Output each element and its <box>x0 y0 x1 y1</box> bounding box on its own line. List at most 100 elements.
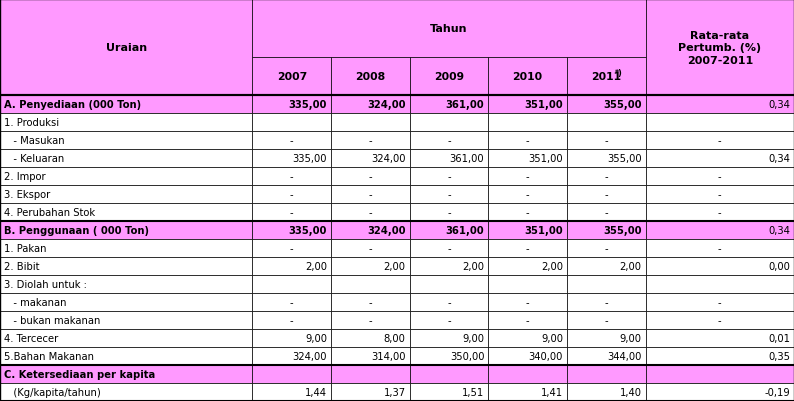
Text: -: - <box>447 298 451 308</box>
Bar <box>646 222 794 240</box>
Bar <box>646 186 794 204</box>
Text: -: - <box>604 172 608 182</box>
Bar <box>567 114 646 132</box>
Text: 4. Perubahan Stok: 4. Perubahan Stok <box>4 208 95 218</box>
Bar <box>488 58 567 96</box>
Bar <box>488 311 567 329</box>
Bar <box>646 257 794 275</box>
Text: 1,37: 1,37 <box>384 387 406 397</box>
Bar <box>252 294 331 311</box>
Bar <box>410 275 488 294</box>
Text: 335,00: 335,00 <box>289 100 327 110</box>
Bar <box>0 114 252 132</box>
Bar <box>410 132 488 150</box>
Bar <box>410 150 488 168</box>
Text: Rata-rata
Pertumb. (%)
2007-2011: Rata-rata Pertumb. (%) 2007-2011 <box>678 31 761 65</box>
Text: 355,00: 355,00 <box>603 100 642 110</box>
Bar <box>488 114 567 132</box>
Bar <box>331 347 410 365</box>
Bar <box>488 365 567 383</box>
Bar <box>488 257 567 275</box>
Text: C. Ketersediaan per kapita: C. Ketersediaan per kapita <box>4 369 156 379</box>
Bar <box>252 257 331 275</box>
Text: 2,00: 2,00 <box>541 261 563 271</box>
Bar <box>410 257 488 275</box>
Bar <box>331 311 410 329</box>
Text: -: - <box>290 172 294 182</box>
Bar <box>410 58 488 96</box>
Text: 3. Ekspor: 3. Ekspor <box>4 190 50 200</box>
Bar <box>331 96 410 114</box>
Bar <box>252 204 331 222</box>
Bar <box>252 240 331 257</box>
Bar <box>488 329 567 347</box>
Bar <box>567 58 646 96</box>
Bar <box>0 150 252 168</box>
Text: -: - <box>368 244 372 253</box>
Bar <box>0 347 252 365</box>
Bar <box>252 168 331 186</box>
Text: 0,00: 0,00 <box>768 261 790 271</box>
Bar <box>567 311 646 329</box>
Bar <box>488 204 567 222</box>
Bar <box>252 329 331 347</box>
Bar <box>567 275 646 294</box>
Bar <box>0 294 252 311</box>
Text: 2008: 2008 <box>356 72 385 82</box>
Text: - Masukan: - Masukan <box>4 136 64 146</box>
Text: -: - <box>526 298 530 308</box>
Bar <box>0 222 252 240</box>
Bar <box>0 329 252 347</box>
Bar <box>567 150 646 168</box>
Text: - makanan: - makanan <box>4 298 67 308</box>
Bar <box>646 150 794 168</box>
Text: Uraian: Uraian <box>106 43 147 53</box>
Text: -: - <box>604 298 608 308</box>
Text: 5.Bahan Makanan: 5.Bahan Makanan <box>4 351 94 361</box>
Bar <box>331 329 410 347</box>
Bar <box>488 294 567 311</box>
Bar <box>0 365 252 383</box>
Text: 1. Produksi: 1. Produksi <box>4 118 59 128</box>
Bar <box>567 383 646 401</box>
Bar <box>0 168 252 186</box>
Bar <box>0 96 252 114</box>
Bar <box>252 132 331 150</box>
Bar <box>410 186 488 204</box>
Text: 2009: 2009 <box>434 72 464 82</box>
Bar <box>331 240 410 257</box>
Text: 324,00: 324,00 <box>367 226 406 236</box>
Bar <box>410 383 488 401</box>
Text: 8,00: 8,00 <box>384 333 406 343</box>
Text: -: - <box>447 190 451 200</box>
Bar <box>331 257 410 275</box>
Text: 355,00: 355,00 <box>603 226 642 236</box>
Text: -: - <box>368 315 372 325</box>
Bar <box>331 204 410 222</box>
Bar <box>567 222 646 240</box>
Text: *): *) <box>615 69 623 78</box>
Bar <box>646 294 794 311</box>
Text: -: - <box>604 315 608 325</box>
Text: -: - <box>447 172 451 182</box>
Text: -0,19: -0,19 <box>765 387 790 397</box>
Bar <box>488 240 567 257</box>
Bar <box>646 347 794 365</box>
Bar <box>488 132 567 150</box>
Text: -: - <box>604 136 608 146</box>
Bar <box>0 311 252 329</box>
Text: -: - <box>290 298 294 308</box>
Text: 350,00: 350,00 <box>450 351 484 361</box>
Text: 324,00: 324,00 <box>367 100 406 110</box>
Bar <box>252 311 331 329</box>
Text: -: - <box>604 244 608 253</box>
Text: Tahun: Tahun <box>430 24 468 34</box>
Bar <box>567 186 646 204</box>
Text: -: - <box>526 208 530 218</box>
Bar <box>488 383 567 401</box>
Text: 324,00: 324,00 <box>293 351 327 361</box>
Text: -: - <box>290 208 294 218</box>
Text: 361,00: 361,00 <box>445 100 484 110</box>
Bar <box>410 311 488 329</box>
Bar <box>331 132 410 150</box>
